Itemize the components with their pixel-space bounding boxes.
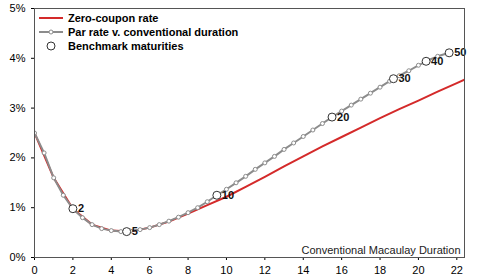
svg-text:2: 2 xyxy=(70,264,76,276)
svg-text:0: 0 xyxy=(31,264,37,276)
svg-text:14: 14 xyxy=(297,264,309,276)
html-text:Benchmark maturities: Benchmark maturities xyxy=(68,40,184,52)
svg-text:12: 12 xyxy=(259,264,271,276)
svg-text:8: 8 xyxy=(185,264,191,276)
svg-text:10: 10 xyxy=(220,264,232,276)
svg-text:18: 18 xyxy=(374,264,386,276)
svg-text:20: 20 xyxy=(412,264,424,276)
svg-text:30: 30 xyxy=(398,72,410,84)
svg-text:0%: 0% xyxy=(10,251,26,263)
svg-text:10: 10 xyxy=(222,189,234,201)
svg-text:5: 5 xyxy=(132,225,138,237)
svg-text:3%: 3% xyxy=(10,102,26,114)
svg-text:50: 50 xyxy=(454,46,467,59)
svg-text:Conventional Macaulay Duration: Conventional Macaulay Duration xyxy=(302,244,461,256)
html-text:Zero-coupon rate: Zero-coupon rate xyxy=(68,12,159,24)
svg-text:1%: 1% xyxy=(10,201,26,213)
svg-text:6: 6 xyxy=(147,264,153,276)
svg-text:20: 20 xyxy=(337,111,349,123)
html-text:Par rate v. conventional durat: Par rate v. conventional duration xyxy=(68,26,239,38)
svg-text:16: 16 xyxy=(336,264,348,276)
svg-text:2%: 2% xyxy=(10,151,26,163)
svg-text:5%: 5% xyxy=(10,2,26,14)
svg-text:4: 4 xyxy=(108,264,114,276)
svg-text:2: 2 xyxy=(78,202,84,214)
svg-text:22: 22 xyxy=(451,264,463,276)
svg-text:4%: 4% xyxy=(10,52,26,64)
svg-text:40: 40 xyxy=(431,55,443,67)
